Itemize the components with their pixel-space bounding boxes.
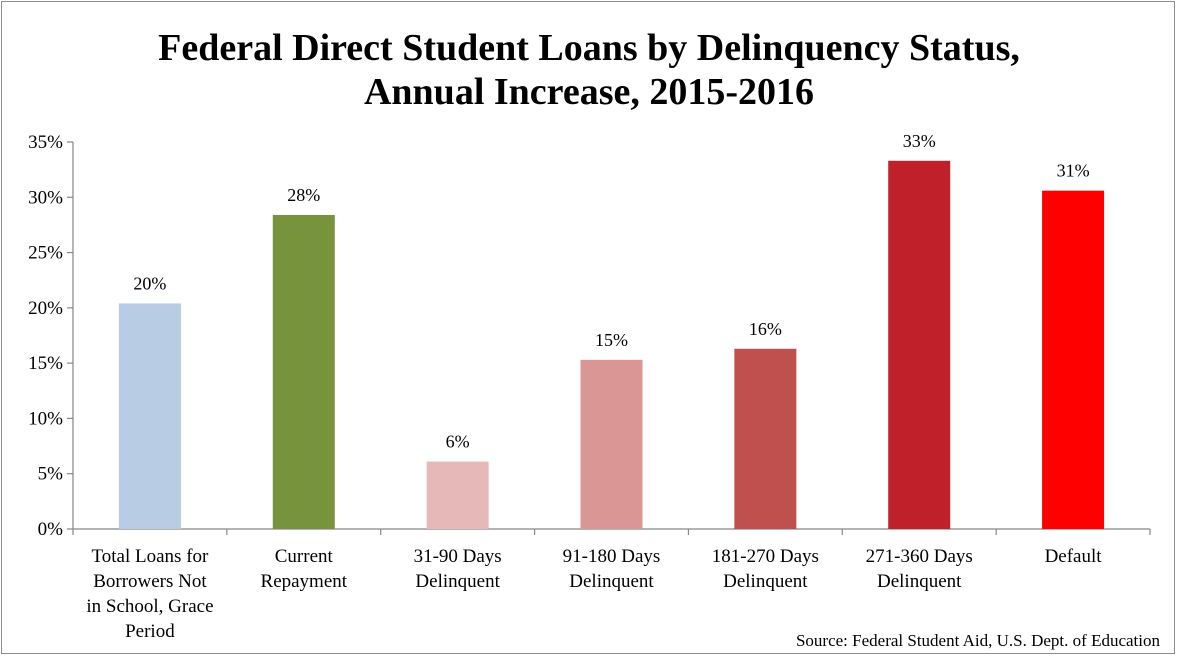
data-label: 31% [1057,161,1090,181]
data-label: 15% [595,330,628,350]
category-label-line: Total Loans for [91,546,209,567]
chart-title-line-2: Annual Increase, 2015-2016 [364,71,814,113]
y-tick-label: 15% [28,353,63,374]
y-tick-label: 30% [28,187,63,208]
y-tick-label: 10% [28,408,63,429]
bar [426,461,489,529]
data-labels: 20% 28% 6% 15% 16% 33% 31% [133,131,1089,452]
category-label-line: 271-360 Days [866,546,973,567]
bar [1042,190,1105,529]
category-label: 181-270 Days Delinquent [712,546,819,592]
y-tick-label: 35% [28,132,63,153]
bar [888,160,951,529]
category-label-line: Period [125,621,175,642]
category-label-line: Delinquent [415,571,500,592]
category-label-line: Delinquent [877,571,962,592]
bar [272,214,335,529]
data-label: 33% [903,131,936,151]
y-tick-label: 20% [28,298,63,319]
category-label-line: Current [275,546,334,567]
category-label-line: Borrowers Not [93,571,207,592]
category-label: Default [1045,546,1103,567]
category-labels: Total Loans for Borrowers Not in School, G… [86,546,1102,642]
y-tick-label: 5% [38,464,64,485]
source-note: Source: Federal Student Aid, U.S. Dept. … [796,631,1161,650]
category-label-line: Repayment [261,571,348,592]
bar [118,303,181,529]
y-tick-label: 0% [38,519,64,540]
category-label: 91-180 Days Delinquent [563,546,661,592]
bar [734,348,797,529]
category-label-line: 181-270 Days [712,546,819,567]
chart-title-line-1: Federal Direct Student Loans by Delinque… [158,27,1020,69]
category-label-line: Delinquent [569,571,654,592]
data-label: 16% [749,319,782,339]
category-label: Total Loans for Borrowers Not in School, G… [86,546,213,642]
category-label: Current Repayment [261,546,348,592]
category-label-line: in School, Grace [86,596,213,617]
bars [118,160,1105,529]
category-label-line: Default [1045,546,1103,567]
category-label: 271-360 Days Delinquent [866,546,973,592]
bar [580,359,643,529]
y-tick-label: 25% [28,243,63,264]
data-label: 28% [287,185,320,205]
category-label-line: 31-90 Days [414,546,502,567]
category-label-line: 91-180 Days [563,546,661,567]
data-label: 6% [446,432,470,452]
category-label-line: Delinquent [723,571,808,592]
data-label: 20% [133,273,166,293]
category-label: 31-90 Days Delinquent [414,546,502,592]
axes: 0% 5% 10% 15% 20% 25% 30% 35% [28,132,1151,540]
